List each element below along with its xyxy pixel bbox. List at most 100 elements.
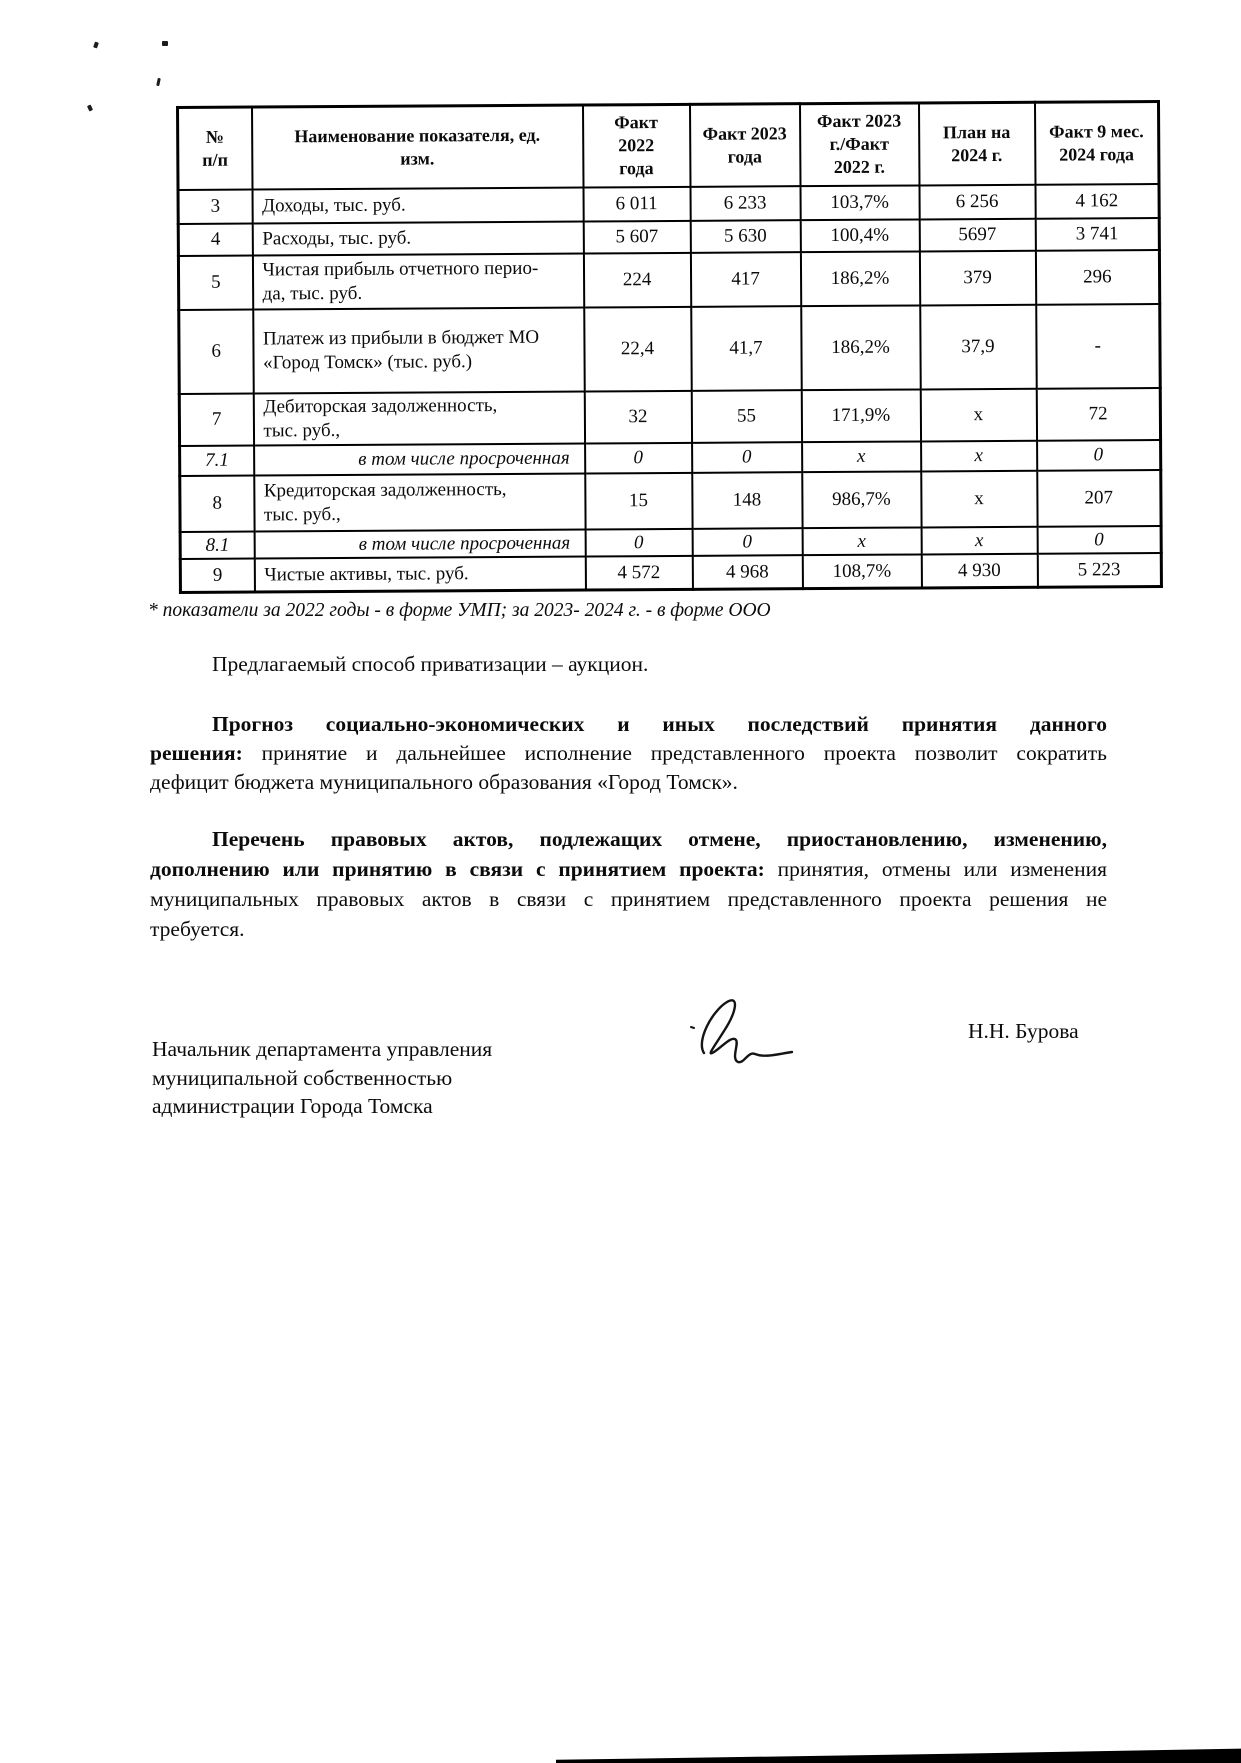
scan-speck — [162, 41, 168, 46]
value-cell: 417 — [690, 251, 801, 307]
acts-body-line: дополнению или принятию в связи с принят… — [150, 854, 1107, 884]
value-cell: 186,2% — [800, 250, 920, 306]
value-cell: 41,7 — [690, 305, 802, 391]
value-cell: 986,7% — [801, 470, 922, 528]
row-number-cell: 8 — [179, 475, 255, 532]
forecast-text: принятие и дальнейшее исполнение предста… — [261, 741, 1107, 765]
scan-speck — [86, 104, 94, 112]
table-row: 6 Платеж из прибыли в бюджет МО «Город Т… — [178, 303, 1161, 394]
value-cell: 5 607 — [583, 220, 691, 254]
signature-autograph — [690, 999, 794, 1064]
row-number-cell: 3 — [178, 189, 253, 224]
value-cell: 296 — [1035, 249, 1160, 305]
value-cell: 0 — [585, 528, 693, 557]
value-cell: 103,7% — [799, 184, 920, 220]
acts-text: принятия, отмены или изменения — [777, 857, 1107, 881]
value-cell: x — [920, 440, 1037, 471]
signoff-position-line: Начальник департамента управления — [152, 1037, 493, 1061]
indicator-name-cell: в том числе просроченная — [253, 443, 585, 476]
acts-body-line: требуется. — [150, 917, 245, 941]
row-number-cell: 5 — [178, 255, 253, 310]
value-cell: x — [920, 470, 1038, 527]
privatization-paragraph: Предлагаемый способ приватизации – аукци… — [212, 652, 649, 676]
value-cell: - — [1035, 303, 1161, 389]
value-cell: 0 — [584, 442, 692, 474]
column-header-num: № п/п — [177, 107, 253, 190]
indicators-table: № п/п Наименование показателя, ед. изм. … — [176, 99, 1163, 594]
indicator-name-cell: Дебиторская задолженность, тыс. руб., — [253, 391, 585, 446]
forecast-paragraph: Прогноз социально-экономических и иных п… — [150, 710, 1107, 797]
scan-speck — [156, 77, 161, 87]
value-cell: 4 572 — [585, 556, 693, 590]
indicator-name-cell: Доходы, тыс. руб. — [252, 187, 584, 224]
value-cell: 37,9 — [919, 304, 1037, 389]
indicators-table-wrapper: № п/п Наименование показателя, ед. изм. … — [176, 99, 1163, 594]
scan-speck — [93, 41, 99, 49]
value-cell: 5 223 — [1037, 553, 1162, 587]
column-header-indicator: Наименование показателя, ед. изм. — [251, 105, 584, 190]
row-number-cell: 8.1 — [180, 531, 255, 560]
table-row: 5 Чистая прибыль отчетного перио- да, ты… — [178, 249, 1160, 310]
indicator-name-cell: Расходы, тыс. руб. — [252, 221, 584, 256]
acts-paragraph: Перечень правовых актов, подлежащих отме… — [150, 824, 1107, 944]
value-cell: 186,2% — [800, 304, 921, 390]
value-cell: 4 968 — [692, 555, 803, 590]
forecast-heading-line: Прогноз социально-экономических и иных п… — [212, 712, 1107, 736]
value-cell: 171,9% — [801, 388, 921, 442]
signoff-position-line: муниципальной собственностью — [152, 1065, 453, 1090]
value-cell: 108,7% — [802, 554, 922, 589]
row-number-cell: 7 — [179, 393, 254, 446]
value-cell: 0 — [692, 527, 803, 557]
signoff-name: Н.Н. Бурова — [968, 1019, 1079, 1043]
row-number-cell: 9 — [180, 558, 255, 593]
value-cell: 72 — [1036, 387, 1161, 441]
column-header-ratio: Факт 2023 г./Факт 2022 г. — [799, 102, 919, 186]
table-row: 7 Дебиторская задолженность, тыс. руб., … — [179, 387, 1161, 446]
column-header-fact-2023: Факт 2023 года — [689, 103, 800, 187]
indicator-name-cell: Платеж из прибыли в бюджет МО «Город Том… — [252, 307, 585, 394]
table-header-row: № п/п Наименование показателя, ед. изм. … — [177, 101, 1159, 190]
column-header-plan-2024: План на 2024 г. — [918, 102, 1035, 185]
value-cell: x — [802, 526, 922, 556]
table-row: 9 Чистые активы, тыс. руб. 4 572 4 968 1… — [180, 553, 1162, 593]
table-footnote: * показатели за 2022 годы - в форме УМП;… — [148, 600, 771, 621]
forecast-body-line: решения: принятие и дальнейшее исполнени… — [150, 739, 1107, 768]
value-cell: 15 — [584, 472, 693, 530]
value-cell: 4 930 — [921, 553, 1038, 588]
value-cell: x — [920, 388, 1037, 441]
value-cell: 6 011 — [583, 186, 691, 222]
value-cell: 100,4% — [800, 218, 920, 252]
indicator-name-cell: Чистые активы, тыс. руб. — [254, 556, 586, 592]
column-header-fact-9m-2024: Факт 9 мес. 2024 года — [1034, 101, 1159, 185]
row-number-cell: 7.1 — [179, 445, 254, 476]
acts-heading-line: Перечень правовых актов, подлежащих отме… — [212, 827, 1107, 851]
value-cell: x — [921, 526, 1038, 555]
value-cell: 22,4 — [583, 306, 692, 392]
forecast-heading-tail: решения: — [150, 741, 243, 765]
value-cell: 5 630 — [690, 219, 801, 253]
value-cell: x — [801, 440, 921, 472]
signoff-position: Начальник департамента управления муници… — [152, 1035, 492, 1121]
bottom-scan-artifact — [556, 1748, 1241, 1763]
value-cell: 379 — [919, 250, 1036, 305]
value-cell: 6 233 — [690, 185, 801, 221]
value-cell: 3 741 — [1035, 217, 1160, 251]
indicator-name-cell: Кредиторская задолженность, тыс. руб., — [253, 473, 586, 532]
value-cell: 0 — [1037, 525, 1162, 554]
row-number-cell: 4 — [178, 223, 253, 256]
value-cell: 207 — [1036, 469, 1162, 527]
value-cell: 5697 — [919, 218, 1036, 251]
value-cell: 148 — [691, 471, 803, 529]
value-cell: 224 — [583, 252, 691, 308]
value-cell: 32 — [584, 390, 692, 444]
row-number-cell: 6 — [178, 309, 254, 394]
value-cell: 0 — [1036, 439, 1161, 471]
indicator-name-cell: Чистая прибыль отчетного перио- да, тыс.… — [252, 253, 584, 310]
column-header-fact-2022: Факт 2022 года — [582, 104, 691, 188]
indicator-name-cell: в том числе просроченная — [254, 529, 586, 559]
table-row: 8 Кредиторская задолженность, тыс. руб.,… — [179, 469, 1162, 532]
signoff-position-line: администрации Города Томска — [152, 1094, 433, 1118]
value-cell: 55 — [691, 389, 802, 443]
value-cell: 0 — [691, 441, 802, 473]
